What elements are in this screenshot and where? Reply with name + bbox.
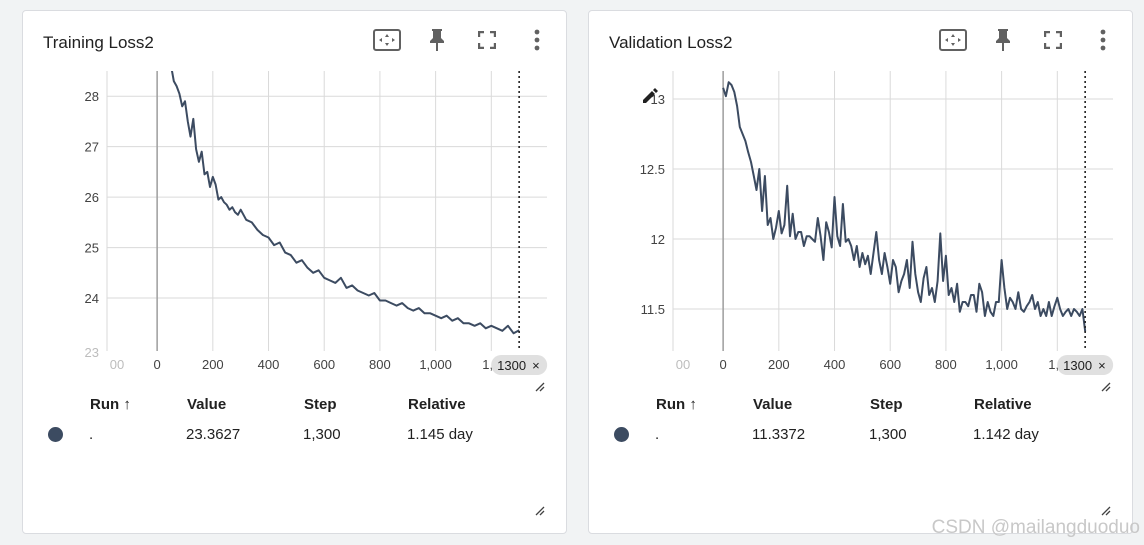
close-icon[interactable]: × [532,358,540,373]
y-tick-label: 27 [85,140,99,155]
x-tick-label: 600 [313,357,335,372]
series-line [170,71,520,335]
fullscreen-icon [477,30,497,54]
y-tick-label: 13 [651,92,665,107]
y-tick-label: 12.5 [640,162,665,177]
run-color-dot [614,427,629,442]
more-options-button[interactable] [522,27,552,57]
column-header-run[interactable]: Run ↑ [656,396,697,413]
value-cell: 11.3372 [752,426,806,443]
x-tick-label: 0 [720,357,727,372]
resize-handle-icon [535,379,545,396]
card-resize-handle[interactable] [535,503,545,521]
chart-resize-handle[interactable] [535,379,545,397]
validation-loss-card: Validation Loss2 02004006008001,0001,200… [588,10,1133,534]
fullscreen-icon [1043,30,1063,54]
run-name-cell: . [655,426,660,443]
y-tick-label: 12 [651,232,665,247]
column-header-step[interactable]: Step [304,396,337,413]
y-tick-label: 28 [85,89,99,104]
x-tick-label: 800 [935,357,957,372]
column-header-run[interactable]: Run ↑ [90,396,131,413]
y-tick-label: 26 [85,190,99,205]
fit-domain-icon [939,28,967,56]
step-badge[interactable]: 1300 × [1057,355,1114,375]
column-header-value[interactable]: Value [187,396,227,413]
relative-cell: 1.142 day [973,426,1039,443]
step-badge-label: 1300 [1063,358,1092,373]
fit-domain-icon [373,28,401,56]
column-header-relative[interactable]: Relative [974,396,1032,413]
step-badge-label: 1300 [497,358,526,373]
fit-domain-button[interactable] [938,27,968,57]
column-header-value[interactable]: Value [753,396,793,413]
y-tick-label: 24 [85,291,99,306]
series-line [722,81,1087,332]
card-title: Validation Loss2 [609,33,733,52]
pin-button[interactable] [988,27,1018,57]
x-tick-label: 400 [258,357,280,372]
x-tick-label: 600 [879,357,901,372]
x-tick-label: 800 [369,357,391,372]
pin-icon [993,28,1013,57]
y-tick-label-faded: 23 [85,345,99,360]
fullscreen-button[interactable] [1038,27,1068,57]
resize-handle-icon [1101,379,1111,396]
card-title: Training Loss2 [43,33,154,52]
run-name-cell: . [89,426,94,443]
x-tick-label-faded: 00 [676,357,690,372]
resize-handle-icon [1101,503,1111,520]
pin-button[interactable] [422,27,452,57]
value-cell: 23.3627 [186,426,241,443]
x-tick-label-faded: 00 [110,357,124,372]
more-options-button[interactable] [1088,27,1118,57]
close-icon[interactable]: × [1098,358,1106,373]
y-tick-label: 25 [85,241,99,256]
column-header-step[interactable]: Step [870,396,903,413]
x-tick-label: 1,000 [985,357,1018,372]
step-badge-bg [1057,355,1114,375]
fit-domain-button[interactable] [372,27,402,57]
relative-cell: 1.145 day [407,426,473,443]
x-tick-label: 1,000 [419,357,452,372]
chart-resize-handle[interactable] [1101,379,1111,397]
x-tick-label: 400 [824,357,846,372]
y-tick-label: 11.5 [641,302,665,317]
pencil-icon [643,88,658,103]
watermark: CSDN @mailangduoduo [931,517,1140,538]
pin-icon [427,28,447,57]
run-color-dot [48,427,63,442]
column-header-relative[interactable]: Relative [408,396,466,413]
card-resize-handle[interactable] [1101,503,1111,521]
more-vert-icon [534,29,540,56]
training-loss-card: Training Loss2 02004006008001,0001,20024… [22,10,567,534]
fullscreen-button[interactable] [472,27,502,57]
step-badge[interactable]: 1300 × [491,355,548,375]
step-cell: 1,300 [869,426,907,443]
x-tick-label: 200 [768,357,790,372]
x-tick-label: 0 [154,357,161,372]
x-tick-label: 200 [202,357,224,372]
step-badge-bg [491,355,548,375]
more-vert-icon [1100,29,1106,56]
step-cell: 1,300 [303,426,341,443]
resize-handle-icon [535,503,545,520]
